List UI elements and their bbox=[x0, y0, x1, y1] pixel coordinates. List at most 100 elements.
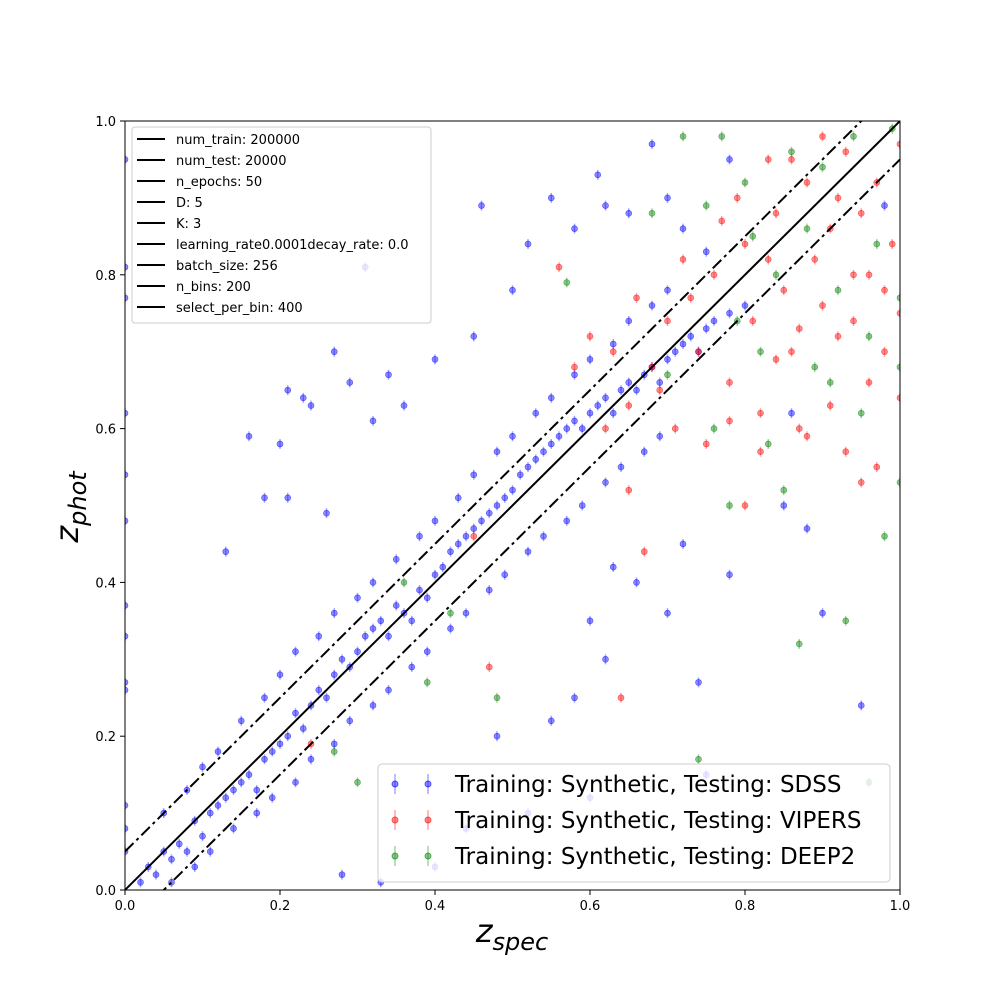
data-point bbox=[586, 409, 594, 417]
data-point bbox=[726, 571, 733, 579]
data-point bbox=[532, 456, 540, 463]
axes: 0.0 0.2 0.4 0.6 0.8 1.0 0.0 0.2 0.4 0.6 0.8 1.0 bbox=[95, 115, 910, 914]
data-point bbox=[330, 348, 338, 356]
data-point bbox=[385, 371, 392, 379]
data-point bbox=[780, 286, 788, 294]
x-tick-label: 0.2 bbox=[270, 899, 291, 914]
data-point bbox=[125, 632, 129, 640]
data-point bbox=[656, 386, 664, 394]
data-point bbox=[881, 202, 888, 209]
data-point bbox=[757, 348, 764, 356]
data-point bbox=[795, 325, 803, 332]
identity-line bbox=[125, 121, 900, 890]
data-point bbox=[772, 209, 780, 217]
data-point bbox=[594, 402, 602, 409]
data-point bbox=[757, 409, 764, 417]
data-point bbox=[625, 402, 633, 409]
data-point bbox=[439, 563, 447, 571]
data-point bbox=[338, 655, 346, 663]
data-point bbox=[292, 648, 299, 655]
data-point bbox=[586, 356, 594, 363]
data-point bbox=[764, 440, 772, 448]
data-point bbox=[625, 317, 633, 325]
data-point bbox=[385, 632, 392, 640]
data-point bbox=[640, 448, 648, 455]
data-point bbox=[369, 625, 377, 632]
data-point bbox=[695, 348, 702, 356]
data-point bbox=[330, 671, 338, 678]
data-point bbox=[261, 494, 268, 502]
data-point bbox=[470, 333, 478, 340]
data-point bbox=[656, 432, 664, 440]
data-point bbox=[423, 594, 431, 602]
data-point bbox=[764, 256, 772, 263]
data-point bbox=[873, 240, 881, 248]
data-point bbox=[191, 863, 199, 871]
series-legend-entry: Training: Synthetic, Testing: SDSS bbox=[454, 772, 841, 798]
data-point bbox=[586, 617, 594, 625]
data-point bbox=[268, 748, 276, 755]
data-point bbox=[780, 502, 788, 509]
data-point bbox=[524, 548, 532, 555]
data-point bbox=[571, 371, 578, 379]
data-point bbox=[617, 694, 625, 702]
data-point bbox=[695, 755, 702, 763]
data-point bbox=[664, 194, 671, 202]
data-point bbox=[718, 217, 726, 225]
data-point bbox=[354, 648, 361, 655]
data-point bbox=[617, 386, 625, 394]
data-point bbox=[168, 855, 175, 863]
data-point bbox=[516, 471, 524, 479]
series-legend: Training: Synthetic, Testing: SDSS Traini… bbox=[377, 763, 891, 883]
data-point bbox=[648, 209, 656, 217]
data-point bbox=[284, 494, 292, 502]
data-point bbox=[416, 532, 423, 540]
data-point bbox=[857, 209, 865, 217]
data-point bbox=[726, 502, 733, 509]
params-legend-box bbox=[131, 126, 432, 324]
data-point bbox=[803, 432, 811, 440]
data-point bbox=[563, 279, 571, 286]
data-point bbox=[764, 156, 772, 163]
data-point bbox=[478, 202, 485, 209]
data-point bbox=[261, 694, 268, 702]
y-tick-label: 0.2 bbox=[95, 730, 116, 745]
data-point bbox=[811, 363, 819, 371]
data-point bbox=[664, 609, 671, 617]
data-point bbox=[710, 425, 718, 432]
data-point bbox=[896, 394, 900, 402]
data-point bbox=[741, 302, 749, 309]
data-point bbox=[346, 379, 354, 386]
data-point bbox=[633, 294, 640, 302]
data-point bbox=[695, 679, 702, 686]
data-point bbox=[307, 402, 315, 409]
data-point bbox=[230, 825, 237, 832]
data-point bbox=[749, 317, 757, 325]
data-point bbox=[369, 579, 377, 586]
data-point bbox=[547, 717, 555, 725]
data-point bbox=[276, 740, 284, 748]
offset-line bbox=[162, 158, 900, 890]
data-point bbox=[330, 740, 338, 748]
data-point bbox=[842, 148, 850, 156]
params-legend-entry: D: 5 bbox=[176, 196, 203, 211]
data-point bbox=[125, 517, 129, 525]
data-point bbox=[447, 548, 454, 555]
data-point bbox=[865, 333, 873, 340]
data-point bbox=[896, 479, 900, 486]
data-point bbox=[609, 340, 617, 348]
data-point bbox=[392, 556, 400, 563]
data-point bbox=[354, 779, 361, 786]
data-point bbox=[780, 486, 788, 494]
data-point bbox=[485, 509, 493, 517]
data-point bbox=[423, 648, 431, 655]
data-point bbox=[788, 409, 795, 417]
y-tick-label: 0.4 bbox=[95, 576, 116, 591]
params-legend-entry: learning_rate0.0001decay_rate: 0.0 bbox=[176, 238, 409, 253]
data-point bbox=[175, 840, 183, 848]
data-point bbox=[199, 763, 206, 771]
data-point bbox=[702, 440, 710, 448]
y-tick-label: 0.8 bbox=[95, 269, 116, 284]
data-point bbox=[602, 202, 609, 209]
series-legend-marker bbox=[424, 816, 432, 824]
